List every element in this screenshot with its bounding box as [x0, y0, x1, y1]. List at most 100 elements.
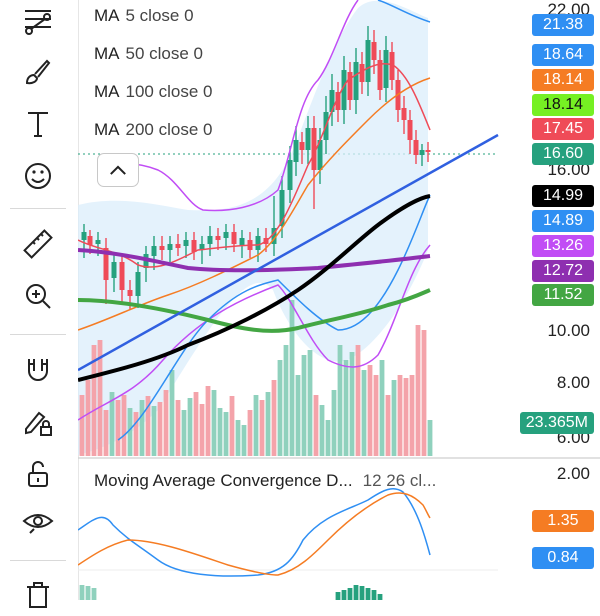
trash-icon — [27, 582, 49, 608]
volume-bar — [379, 360, 385, 456]
brush-icon — [25, 59, 51, 85]
candle-body — [371, 42, 377, 60]
macd-hist-bar — [371, 590, 377, 600]
ruler-button[interactable] — [14, 222, 62, 266]
volume-bar — [337, 345, 343, 456]
volume-bar — [295, 375, 301, 456]
zoom-in-button[interactable] — [14, 274, 62, 318]
price-tag-ma100: 14.99 — [532, 185, 594, 207]
volume-bar — [313, 395, 319, 456]
macd-hist-bar — [359, 586, 365, 600]
volume-bar — [193, 392, 199, 456]
volume-bar — [211, 390, 217, 456]
volume-bar — [247, 410, 253, 456]
indicator-lines — [78, 0, 499, 441]
macd-tag-macd: 0.84 — [532, 547, 594, 569]
ma100-line — [78, 194, 431, 382]
text-icon — [28, 112, 48, 137]
volume-bar — [385, 395, 391, 456]
candlesticks — [81, 26, 431, 310]
bb-lower-line — [78, 244, 431, 421]
candle-body — [383, 50, 389, 88]
price-tag-bb-lower: 14.89 — [532, 210, 594, 232]
candle-body — [207, 236, 213, 244]
brush-button[interactable] — [14, 50, 62, 94]
candle-body — [81, 232, 87, 240]
candle-body — [407, 120, 413, 140]
candle-body — [389, 52, 395, 80]
macd-hist-bar — [365, 588, 371, 600]
trash-button[interactable] — [14, 572, 62, 616]
price-tag-ma50: 18.14 — [532, 69, 594, 91]
candle-body — [413, 140, 419, 155]
ruler-icon — [23, 229, 53, 259]
legend-ma5[interactable]: MA 5 close 0 — [94, 6, 194, 26]
candle-body — [215, 236, 221, 240]
volume-bar — [427, 420, 433, 456]
magnet-button[interactable] — [14, 348, 62, 392]
legend-ma50[interactable]: MA 50 close 0 — [94, 44, 203, 64]
price-tag-bb-lower-purple: 13.26 — [532, 235, 594, 257]
volume-bar — [265, 392, 271, 456]
trend-line — [78, 133, 499, 372]
macd-line — [78, 488, 431, 577]
legend-ma100[interactable]: MA 100 close 0 — [94, 82, 212, 102]
volume-bar — [421, 330, 427, 456]
candle-body — [119, 262, 125, 290]
candle-body — [311, 128, 317, 170]
candle-body — [401, 108, 407, 120]
volume-bar — [307, 350, 313, 456]
price-axis-label: 8.00 — [556, 373, 590, 392]
magnet-icon — [28, 359, 48, 381]
candle-body — [159, 246, 165, 250]
legend-params: 50 close 0 — [125, 44, 204, 63]
bb-upper-line — [97, 0, 359, 212]
green-ma-line — [78, 288, 431, 333]
volume-bar — [415, 325, 421, 456]
ma50-line — [78, 77, 431, 331]
collapse-legend-button[interactable] — [97, 153, 139, 187]
volume-bar — [157, 402, 163, 456]
eye-button[interactable] — [14, 500, 62, 544]
volume-tag: 23.365M — [519, 412, 594, 434]
chevron-up-icon — [110, 164, 126, 175]
candle-body — [419, 150, 425, 155]
ma5-line — [78, 63, 431, 268]
candle-body — [231, 232, 237, 244]
chart-area[interactable]: MA 5 close 0 MA 50 close 0 MA 100 close 0 M… — [78, 0, 600, 600]
candle-body — [299, 142, 305, 150]
price-chart[interactable] — [78, 0, 600, 600]
macd-title: Moving Average Convergence D... — [94, 471, 353, 490]
lock-drawing-button[interactable] — [14, 400, 62, 444]
bb-upper-blue — [377, 0, 431, 23]
price-tag-last-price: 16.60 — [532, 143, 594, 165]
volume-bar — [139, 400, 145, 456]
trendline-tools-icon — [25, 10, 51, 35]
macd-signal-line — [78, 492, 431, 576]
macd-params: 12 26 cl... — [362, 471, 437, 490]
candle-body — [329, 90, 335, 112]
volume-bar — [127, 408, 133, 456]
candle-body — [287, 160, 293, 190]
volume-bar — [217, 408, 223, 456]
price-tag-green: 18.14 — [532, 94, 594, 116]
price-tag-bb-upper: 21.38 — [532, 14, 594, 36]
volume-bar — [331, 390, 337, 456]
volume-bar — [115, 400, 121, 456]
price-tag-ma200: 12.72 — [532, 260, 594, 282]
toolbar-divider — [10, 560, 66, 561]
trendline-tools-button[interactable] — [14, 0, 62, 44]
candle-body — [111, 262, 117, 278]
legend-ma200[interactable]: MA 200 close 0 — [94, 120, 212, 140]
volume-bar — [361, 370, 367, 456]
text-button[interactable] — [14, 102, 62, 146]
unlock-button[interactable] — [14, 452, 62, 496]
volume-bar — [175, 400, 181, 456]
volume-bar — [349, 352, 355, 456]
emoji-button[interactable] — [14, 154, 62, 198]
macd-hist-bar — [377, 594, 383, 600]
macd-legend[interactable]: Moving Average Convergence D... 12 26 cl.… — [94, 471, 436, 491]
price-tag-bb-basis: 18.64 — [532, 44, 594, 66]
toolbar-divider — [10, 208, 66, 209]
volume-bar — [241, 425, 247, 456]
